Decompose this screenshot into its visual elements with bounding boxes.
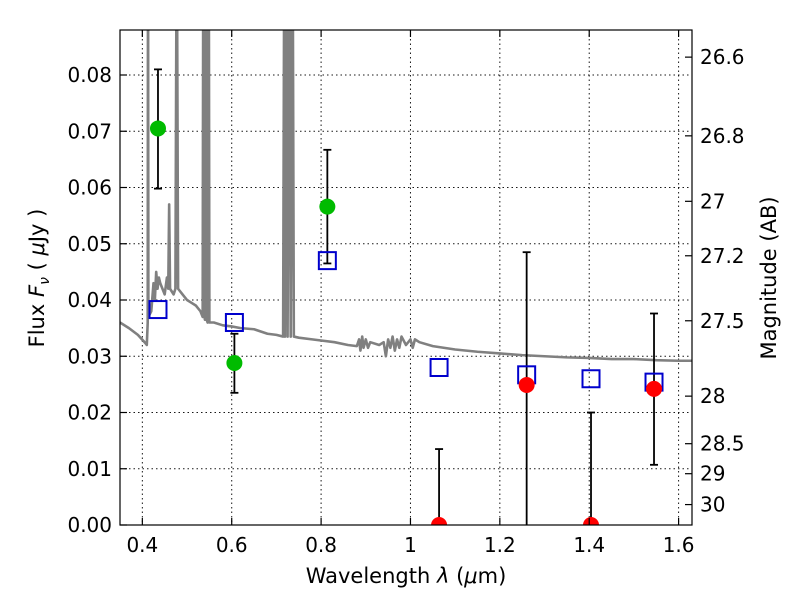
x-axis-label: Wavelength λ (μm) [306, 564, 507, 588]
model-photometry-layer [148, 251, 664, 392]
x-tick-label: 0.8 [305, 533, 337, 557]
observed-photometry-layer [149, 120, 663, 525]
observed-optical-point [149, 120, 166, 137]
observed-nir-point [518, 376, 535, 393]
y-tick-label: 0.00 [67, 513, 112, 537]
x-tick-label: 1.2 [484, 533, 516, 557]
observed-optical-point [226, 355, 243, 371]
observed-optical-point [319, 198, 336, 215]
tick-layer: 0.4 0.6 0.8 1 1.2 1.4 1.6 0.00 0.01 0.02 0.03 0.04 0… [67, 30, 745, 557]
model-spectrum-line [120, 30, 692, 363]
observed-nir-point [583, 517, 600, 525]
errorbar-layer [153, 68, 659, 525]
x-tick-label: 0.4 [126, 533, 158, 557]
x-tick-label: 1 [404, 533, 417, 557]
y2-tick-label: 27 [700, 189, 725, 213]
y2-tick-label: 27.2 [700, 244, 745, 268]
y2-tick-label: 26.6 [700, 45, 745, 69]
y-tick-label: 0.02 [67, 401, 112, 425]
y2-axis-label: Magnitude (AB) [757, 196, 781, 359]
y2-tick-label: 26.8 [700, 124, 745, 148]
x-tick-label: 0.6 [216, 533, 248, 557]
y2-tick-label: 27.5 [700, 309, 745, 333]
y-tick-label: 0.06 [67, 176, 112, 200]
y2-tick-label: 30 [700, 493, 725, 517]
observed-nir-point [431, 517, 448, 525]
y-tick-label: 0.05 [67, 232, 112, 256]
y-tick-label: 0.04 [67, 288, 112, 312]
y2-tick-label: 28.5 [700, 432, 745, 456]
y-tick-label: 0.07 [67, 119, 112, 143]
model-flux-square [224, 313, 244, 332]
y-tick-label: 0.08 [67, 63, 112, 87]
observed-nir-point [646, 380, 663, 397]
x-tick-label: 1.6 [663, 533, 695, 557]
model-flux-square [148, 300, 168, 320]
y2-tick-label: 29 [700, 462, 725, 486]
model-flux-square [581, 369, 601, 389]
y-axis-label: Flux Fν ( μJy ) [25, 209, 53, 348]
plot-frame [119, 29, 693, 526]
model-flux-square [429, 358, 449, 377]
y-tick-label: 0.01 [67, 457, 112, 481]
y-tick-label: 0.03 [67, 344, 112, 368]
model-flux-square [317, 251, 337, 271]
grid-layer [120, 30, 692, 526]
spectrum-layer [120, 30, 692, 363]
x-tick-label: 1.4 [573, 533, 605, 557]
y2-tick-label: 28 [700, 384, 725, 408]
